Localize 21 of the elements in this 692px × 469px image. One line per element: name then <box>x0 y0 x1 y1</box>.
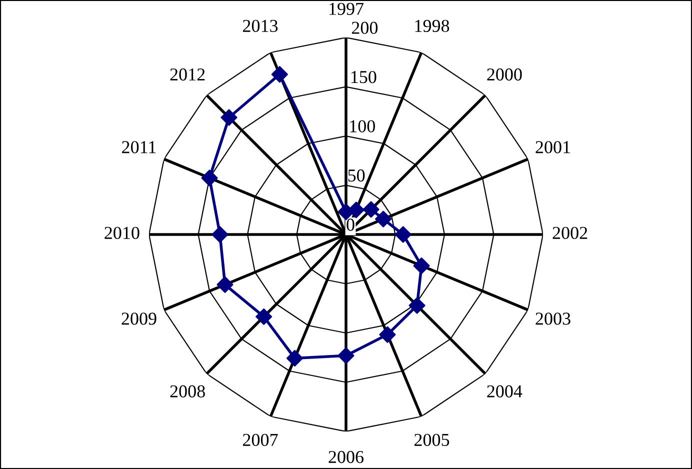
spoke-label: 1997 <box>330 2 364 15</box>
y-tick-label: 100 <box>350 120 375 132</box>
spoke-label: 2013 <box>242 20 278 32</box>
spoke-label: 2005 <box>414 434 450 446</box>
spoke-label: 2009 <box>122 312 156 325</box>
spoke-label: 2001 <box>536 141 570 154</box>
spoke-label: 2010 <box>104 226 140 240</box>
spoke-label: 2000 <box>487 68 522 81</box>
y-tick-label: 0 <box>346 218 354 231</box>
spoke-label: 2007 <box>242 434 278 446</box>
spoke-label: 2012 <box>170 68 205 81</box>
spoke-label: 2011 <box>122 141 156 154</box>
spoke-label: 2003 <box>536 312 570 325</box>
y-tick-label: 200 <box>352 22 378 34</box>
spoke-label: 2008 <box>170 385 205 398</box>
spoke-label: 2006 <box>328 450 364 464</box>
spoke-label: 2004 <box>487 385 522 398</box>
spoke-label: 1998 <box>415 20 450 32</box>
y-tick-label: 150 <box>351 70 376 84</box>
y-tick-label: 50 <box>348 169 365 182</box>
spoke-label: 2002 <box>552 226 588 240</box>
